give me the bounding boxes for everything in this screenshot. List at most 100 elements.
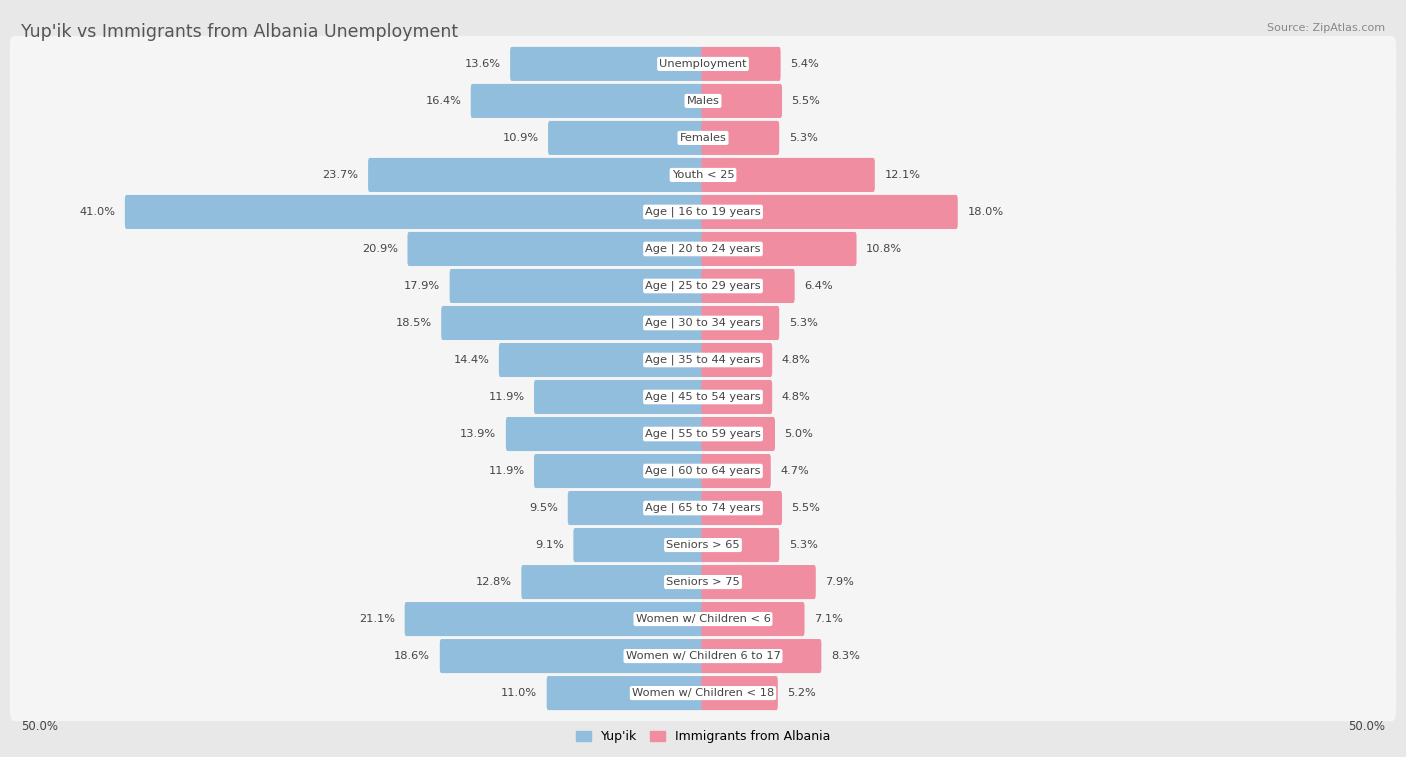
- FancyBboxPatch shape: [702, 676, 778, 710]
- FancyBboxPatch shape: [702, 602, 804, 636]
- FancyBboxPatch shape: [702, 269, 794, 303]
- Text: 23.7%: 23.7%: [322, 170, 359, 180]
- Text: Age | 65 to 74 years: Age | 65 to 74 years: [645, 503, 761, 513]
- Text: Yup'ik vs Immigrants from Albania Unemployment: Yup'ik vs Immigrants from Albania Unempl…: [21, 23, 458, 41]
- FancyBboxPatch shape: [568, 491, 704, 525]
- FancyBboxPatch shape: [702, 491, 782, 525]
- Text: 5.5%: 5.5%: [792, 503, 821, 513]
- Text: 13.6%: 13.6%: [464, 59, 501, 69]
- FancyBboxPatch shape: [702, 343, 772, 377]
- Text: 20.9%: 20.9%: [361, 244, 398, 254]
- Text: 4.8%: 4.8%: [782, 355, 810, 365]
- FancyBboxPatch shape: [499, 343, 704, 377]
- FancyBboxPatch shape: [10, 258, 1396, 314]
- Text: Age | 35 to 44 years: Age | 35 to 44 years: [645, 355, 761, 365]
- FancyBboxPatch shape: [522, 565, 704, 599]
- Text: 6.4%: 6.4%: [804, 281, 832, 291]
- FancyBboxPatch shape: [702, 380, 772, 414]
- Text: 5.3%: 5.3%: [789, 540, 818, 550]
- Text: 11.9%: 11.9%: [488, 392, 524, 402]
- FancyBboxPatch shape: [10, 184, 1396, 240]
- Text: Age | 20 to 24 years: Age | 20 to 24 years: [645, 244, 761, 254]
- Text: 11.0%: 11.0%: [501, 688, 537, 698]
- FancyBboxPatch shape: [506, 417, 704, 451]
- FancyBboxPatch shape: [368, 158, 704, 192]
- Text: 5.3%: 5.3%: [789, 133, 818, 143]
- FancyBboxPatch shape: [702, 306, 779, 340]
- FancyBboxPatch shape: [547, 676, 704, 710]
- FancyBboxPatch shape: [534, 454, 704, 488]
- FancyBboxPatch shape: [450, 269, 704, 303]
- FancyBboxPatch shape: [408, 232, 704, 266]
- FancyBboxPatch shape: [10, 221, 1396, 277]
- FancyBboxPatch shape: [10, 628, 1396, 684]
- FancyBboxPatch shape: [702, 84, 782, 118]
- FancyBboxPatch shape: [702, 565, 815, 599]
- Text: Seniors > 65: Seniors > 65: [666, 540, 740, 550]
- FancyBboxPatch shape: [441, 306, 704, 340]
- FancyBboxPatch shape: [702, 121, 779, 155]
- FancyBboxPatch shape: [702, 232, 856, 266]
- Text: 13.9%: 13.9%: [460, 429, 496, 439]
- FancyBboxPatch shape: [702, 47, 780, 81]
- Text: Women w/ Children 6 to 17: Women w/ Children 6 to 17: [626, 651, 780, 661]
- Text: 5.4%: 5.4%: [790, 59, 818, 69]
- FancyBboxPatch shape: [702, 454, 770, 488]
- FancyBboxPatch shape: [702, 417, 775, 451]
- FancyBboxPatch shape: [10, 665, 1396, 721]
- FancyBboxPatch shape: [534, 380, 704, 414]
- FancyBboxPatch shape: [405, 602, 704, 636]
- FancyBboxPatch shape: [10, 73, 1396, 129]
- Text: 17.9%: 17.9%: [404, 281, 440, 291]
- Text: 18.5%: 18.5%: [395, 318, 432, 328]
- Text: 12.8%: 12.8%: [475, 577, 512, 587]
- FancyBboxPatch shape: [702, 158, 875, 192]
- Legend: Yup'ik, Immigrants from Albania: Yup'ik, Immigrants from Albania: [576, 731, 830, 743]
- Text: 16.4%: 16.4%: [425, 96, 461, 106]
- FancyBboxPatch shape: [10, 443, 1396, 499]
- FancyBboxPatch shape: [10, 110, 1396, 166]
- FancyBboxPatch shape: [10, 36, 1396, 92]
- FancyBboxPatch shape: [10, 332, 1396, 388]
- Text: 7.9%: 7.9%: [825, 577, 855, 587]
- Text: 4.8%: 4.8%: [782, 392, 810, 402]
- Text: 4.7%: 4.7%: [780, 466, 808, 476]
- Text: Women w/ Children < 6: Women w/ Children < 6: [636, 614, 770, 624]
- Text: 9.1%: 9.1%: [534, 540, 564, 550]
- Text: 8.3%: 8.3%: [831, 651, 860, 661]
- Text: Males: Males: [686, 96, 720, 106]
- FancyBboxPatch shape: [10, 480, 1396, 536]
- FancyBboxPatch shape: [10, 406, 1396, 462]
- Text: 21.1%: 21.1%: [359, 614, 395, 624]
- FancyBboxPatch shape: [10, 295, 1396, 351]
- Text: 50.0%: 50.0%: [21, 720, 58, 734]
- Text: Age | 25 to 29 years: Age | 25 to 29 years: [645, 281, 761, 291]
- Text: 18.0%: 18.0%: [967, 207, 1004, 217]
- Text: 10.8%: 10.8%: [866, 244, 903, 254]
- Text: 9.5%: 9.5%: [529, 503, 558, 513]
- Text: Age | 55 to 59 years: Age | 55 to 59 years: [645, 428, 761, 439]
- FancyBboxPatch shape: [702, 528, 779, 562]
- Text: 14.4%: 14.4%: [453, 355, 489, 365]
- FancyBboxPatch shape: [10, 591, 1396, 647]
- Text: Unemployment: Unemployment: [659, 59, 747, 69]
- Text: 50.0%: 50.0%: [1348, 720, 1385, 734]
- FancyBboxPatch shape: [440, 639, 704, 673]
- FancyBboxPatch shape: [10, 517, 1396, 573]
- FancyBboxPatch shape: [10, 369, 1396, 425]
- Text: 7.1%: 7.1%: [814, 614, 844, 624]
- Text: Age | 60 to 64 years: Age | 60 to 64 years: [645, 466, 761, 476]
- FancyBboxPatch shape: [548, 121, 704, 155]
- Text: 5.2%: 5.2%: [787, 688, 815, 698]
- Text: 18.6%: 18.6%: [394, 651, 430, 661]
- Text: Age | 30 to 34 years: Age | 30 to 34 years: [645, 318, 761, 329]
- Text: Seniors > 75: Seniors > 75: [666, 577, 740, 587]
- Text: Women w/ Children < 18: Women w/ Children < 18: [631, 688, 775, 698]
- Text: Age | 16 to 19 years: Age | 16 to 19 years: [645, 207, 761, 217]
- FancyBboxPatch shape: [510, 47, 704, 81]
- FancyBboxPatch shape: [702, 195, 957, 229]
- Text: 5.5%: 5.5%: [792, 96, 821, 106]
- FancyBboxPatch shape: [574, 528, 704, 562]
- Text: Source: ZipAtlas.com: Source: ZipAtlas.com: [1267, 23, 1385, 33]
- FancyBboxPatch shape: [125, 195, 704, 229]
